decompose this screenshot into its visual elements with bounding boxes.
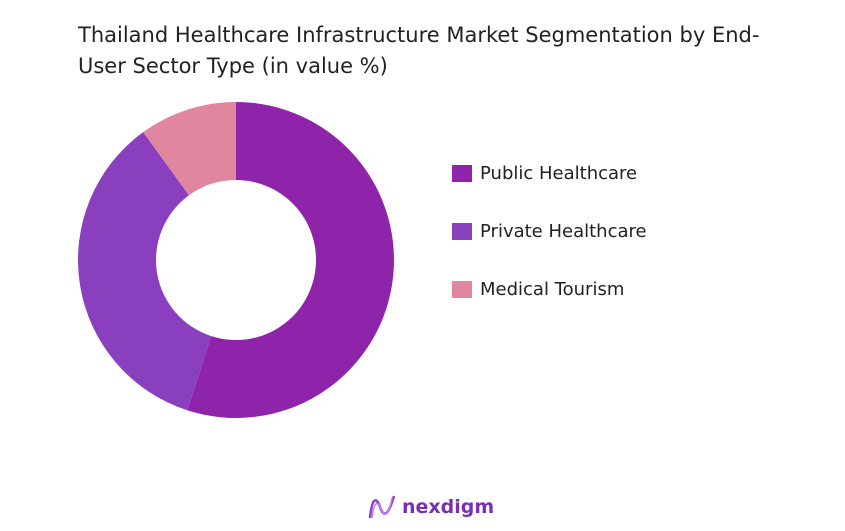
nexdigm-logo-icon	[368, 495, 396, 519]
donut-slice-private-healthcare	[77, 132, 212, 411]
legend-item: Private Healthcare	[452, 221, 647, 242]
brand-logo: nexdigm	[368, 494, 494, 520]
legend-swatch	[452, 223, 472, 240]
legend-label: Private Healthcare	[480, 221, 647, 242]
legend-item: Public Healthcare	[452, 163, 637, 184]
chart-title: Thailand Healthcare Infrastructure Marke…	[78, 23, 760, 78]
brand-name: nexdigm	[402, 496, 495, 518]
donut-slice-medical-tourism	[143, 102, 236, 196]
legend-label: Medical Tourism	[480, 279, 625, 300]
legend-label: Public Healthcare	[480, 163, 638, 184]
legend-swatch	[452, 281, 472, 298]
donut-slice-public-healthcare	[187, 102, 394, 418]
legend-item: Medical Tourism	[452, 279, 624, 300]
legend-swatch	[452, 165, 472, 182]
